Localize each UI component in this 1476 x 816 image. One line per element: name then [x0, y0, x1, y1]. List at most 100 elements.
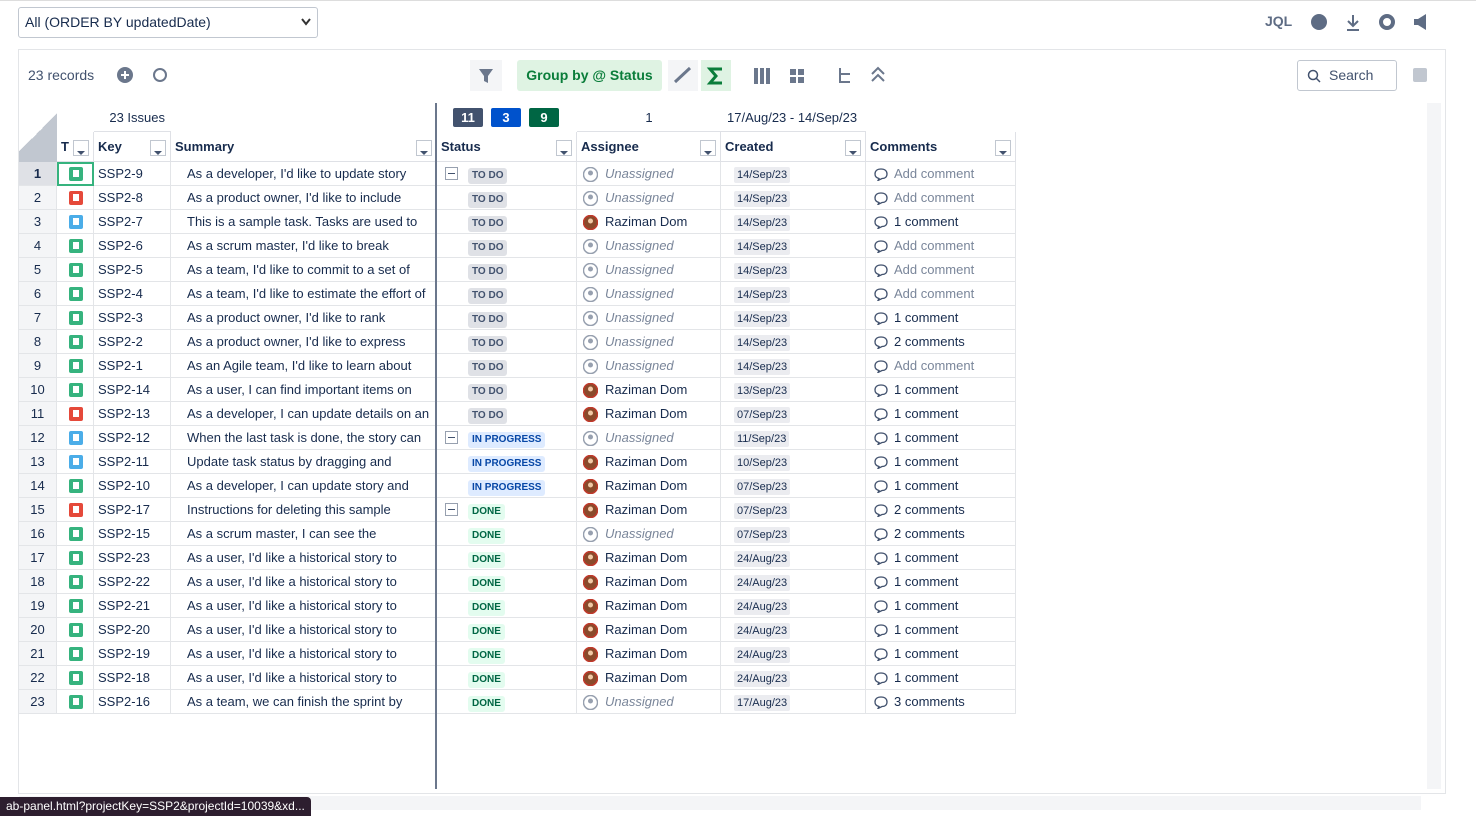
comments[interactable]: 1 comment	[866, 450, 1016, 474]
summary[interactable]: As a product owner, I'd like to include	[171, 186, 437, 210]
issue-key[interactable]: SSP2-6	[94, 234, 171, 258]
issue-key[interactable]: SSP2-3	[94, 306, 171, 330]
comments[interactable]: Add comment	[866, 282, 1016, 306]
status-cell: DONE	[437, 642, 577, 666]
comments[interactable]: 1 comment	[866, 570, 1016, 594]
settings-icon[interactable]	[1381, 16, 1393, 28]
help-icon[interactable]	[1311, 14, 1327, 30]
grid-icon[interactable]	[798, 77, 804, 83]
summary[interactable]: As a user, I'd like a historical story t…	[171, 546, 437, 570]
issue-key[interactable]: SSP2-7	[94, 210, 171, 234]
comments[interactable]: 1 comment	[866, 666, 1016, 690]
summary[interactable]: As a user, I'd like a historical story t…	[171, 594, 437, 618]
comments[interactable]: Add comment	[866, 186, 1016, 210]
summary[interactable]: As an Agile team, I'd like to learn abou…	[171, 354, 437, 378]
tree-icon[interactable]	[840, 68, 850, 82]
status-lozenge: DONE	[468, 576, 505, 592]
issue-key[interactable]: SSP2-21	[94, 594, 171, 618]
summary[interactable]: As a scrum master, I can see the	[171, 522, 437, 546]
created-date: 10/Sep/23	[734, 455, 790, 471]
issue-key[interactable]: SSP2-22	[94, 570, 171, 594]
comments[interactable]: Add comment	[866, 162, 1016, 186]
summary[interactable]: As a product owner, I'd like to express	[171, 330, 437, 354]
issue-key[interactable]: SSP2-4	[94, 282, 171, 306]
summary[interactable]: As a product owner, I'd like to rank	[171, 306, 437, 330]
summary[interactable]: As a team, I'd like to commit to a set o…	[171, 258, 437, 282]
comments[interactable]: 1 comment	[866, 474, 1016, 498]
column-menu[interactable]	[416, 140, 432, 156]
comments[interactable]: 1 comment	[866, 642, 1016, 666]
announce-icon[interactable]	[1414, 14, 1426, 30]
created: 24/Aug/23	[721, 594, 866, 618]
comments[interactable]: 1 comment	[866, 306, 1016, 330]
refresh-icon[interactable]	[154, 69, 166, 81]
issue-key[interactable]: SSP2-2	[94, 330, 171, 354]
issue-key[interactable]: SSP2-17	[94, 498, 171, 522]
column-menu[interactable]	[845, 140, 861, 156]
comments[interactable]: 3 comments	[866, 690, 1016, 714]
summary[interactable]: As a developer, I can update story and	[171, 474, 437, 498]
comments[interactable]: 1 comment	[866, 210, 1016, 234]
summary[interactable]: As a user, I'd like a historical story t…	[171, 570, 437, 594]
comments[interactable]: Add comment	[866, 258, 1016, 282]
column-menu[interactable]	[73, 140, 89, 156]
issue-key[interactable]: SSP2-8	[94, 186, 171, 210]
issue-key[interactable]: SSP2-12	[94, 426, 171, 450]
group-toggle[interactable]	[445, 431, 458, 444]
summary[interactable]: As a developer, I'd like to update story	[171, 162, 437, 186]
filter-select[interactable]: All (ORDER BY updatedDate)	[18, 7, 318, 38]
comments[interactable]: 1 comment	[866, 378, 1016, 402]
collapse-icon[interactable]	[872, 68, 884, 81]
column-header: Key	[94, 132, 171, 162]
issue-key[interactable]: SSP2-5	[94, 258, 171, 282]
summary[interactable]: As a developer, I can update details on …	[171, 402, 437, 426]
issue-key[interactable]: SSP2-15	[94, 522, 171, 546]
comments[interactable]: 1 comment	[866, 546, 1016, 570]
download-icon[interactable]	[1347, 15, 1359, 30]
summary[interactable]: As a user, I'd like a historical story t…	[171, 618, 437, 642]
issue-key[interactable]: SSP2-16	[94, 690, 171, 714]
summary[interactable]: As a scrum master, I'd like to break	[171, 234, 437, 258]
comments[interactable]: 2 comments	[866, 522, 1016, 546]
comments[interactable]: Add comment	[866, 354, 1016, 378]
group-toggle[interactable]	[445, 167, 458, 180]
summary[interactable]: As a team, I'd like to estimate the effo…	[171, 282, 437, 306]
issue-key[interactable]: SSP2-23	[94, 546, 171, 570]
issue-key[interactable]: SSP2-9	[94, 162, 171, 186]
issue-key[interactable]: SSP2-1	[94, 354, 171, 378]
assignee: Raziman Dom	[577, 666, 721, 690]
search-box[interactable]: Search	[1297, 60, 1397, 91]
issue-key[interactable]: SSP2-20	[94, 618, 171, 642]
issue-key[interactable]: SSP2-18	[94, 666, 171, 690]
comments[interactable]: 1 comment	[866, 426, 1016, 450]
columns-icon[interactable]	[766, 68, 770, 84]
save-button[interactable]	[1405, 60, 1435, 91]
comments[interactable]: 1 comment	[866, 594, 1016, 618]
summary[interactable]: Instructions for deleting this sample	[171, 498, 437, 522]
issue-key[interactable]: SSP2-13	[94, 402, 171, 426]
summary[interactable]: When the last task is done, the story ca…	[171, 426, 437, 450]
comments[interactable]: 1 comment	[866, 402, 1016, 426]
column-menu[interactable]	[995, 140, 1011, 156]
comments[interactable]: 1 comment	[866, 618, 1016, 642]
comments[interactable]: Add comment	[866, 234, 1016, 258]
issue-key[interactable]: SSP2-19	[94, 642, 171, 666]
summary[interactable]: As a user, I'd like a historical story t…	[171, 642, 437, 666]
v-scrollbar[interactable]	[1427, 103, 1441, 789]
jql-button[interactable]: JQL	[1265, 13, 1292, 29]
column-menu[interactable]	[556, 140, 572, 156]
issue-key[interactable]: SSP2-14	[94, 378, 171, 402]
column-menu[interactable]	[700, 140, 716, 156]
issue-key[interactable]: SSP2-10	[94, 474, 171, 498]
summary[interactable]: As a team, we can finish the sprint by	[171, 690, 437, 714]
column-menu[interactable]	[150, 140, 166, 156]
summary[interactable]: Update task status by dragging and	[171, 450, 437, 474]
group-by-button[interactable]: Group by @ Status	[517, 60, 662, 91]
summary[interactable]: As a user, I'd like a historical story t…	[171, 666, 437, 690]
group-toggle[interactable]	[445, 503, 458, 516]
summary[interactable]: This is a sample task. Tasks are used to	[171, 210, 437, 234]
comments[interactable]: 2 comments	[866, 330, 1016, 354]
comments[interactable]: 2 comments	[866, 498, 1016, 522]
issue-key[interactable]: SSP2-11	[94, 450, 171, 474]
summary[interactable]: As a user, I can find important items on	[171, 378, 437, 402]
